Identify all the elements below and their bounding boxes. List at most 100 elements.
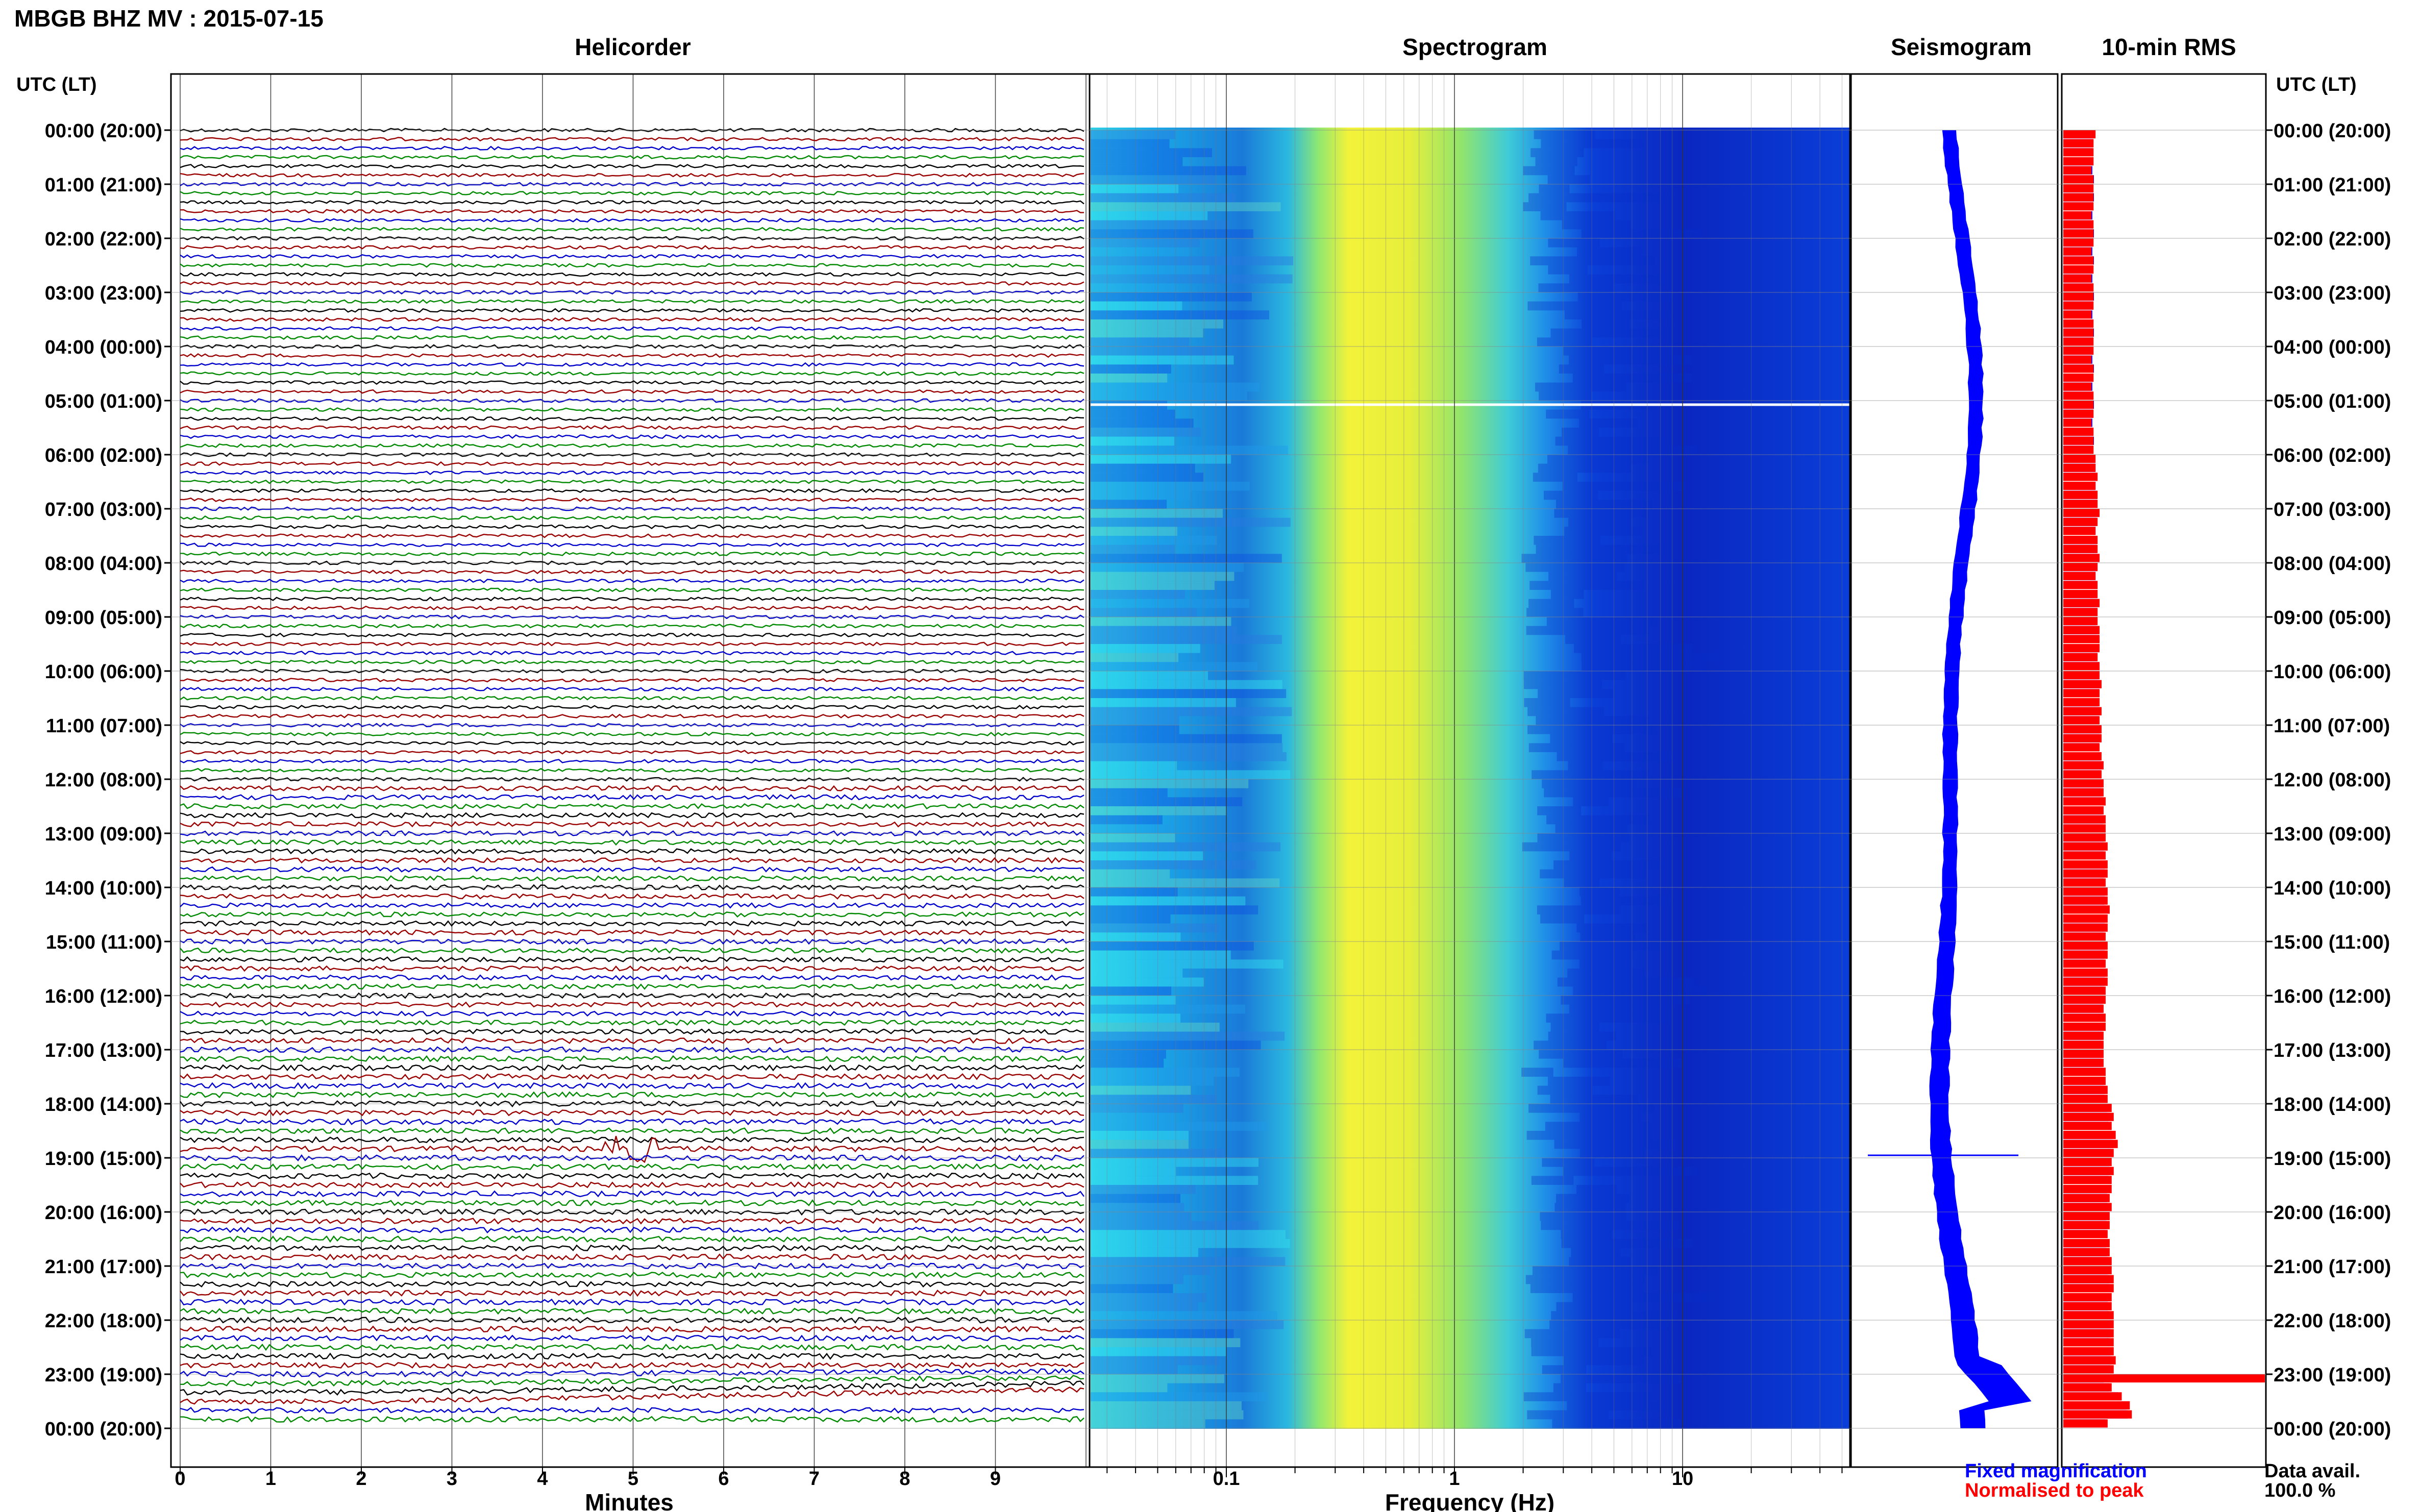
helicorder-trace <box>180 911 1084 918</box>
spectrogram-stripe <box>1091 1230 1286 1239</box>
rms-bar-normalised <box>2063 1077 2106 1085</box>
helicorder-trace <box>180 533 1084 538</box>
helicorder-trace <box>180 1244 1084 1252</box>
spectrogram-stripe <box>1091 247 1189 257</box>
spectrogram-stripe <box>1581 896 1671 906</box>
helicorder-trace <box>180 1037 1084 1044</box>
helicorder-trace <box>180 362 1084 367</box>
rms-bar-normalised <box>2063 1050 2104 1058</box>
rms-bar-normalised <box>2063 626 2100 634</box>
spectrogram-stripe <box>1532 1266 1658 1275</box>
spectrogram-stripe <box>1091 1212 1192 1221</box>
spectrogram-stripe <box>1091 986 1172 996</box>
spectrogram-stripe <box>1554 1203 1625 1212</box>
rms-bar-normalised <box>2063 418 2092 427</box>
helicorder-trace <box>180 1172 1084 1180</box>
helicorder-trace <box>180 1406 1084 1414</box>
time-label-right: 00:00 (20:00) <box>2274 120 2391 142</box>
spectrogram-stripe <box>1535 382 1626 392</box>
spectrogram-stripe <box>1091 608 1197 617</box>
spectrogram-stripe <box>1525 563 1624 572</box>
rms-bar-normalised <box>2063 1122 2112 1130</box>
spectrogram-stripe <box>1536 716 1649 725</box>
spectrogram-stripe <box>1556 1302 1634 1311</box>
spectrogram-stripe <box>1091 527 1177 536</box>
spectrogram-stripe <box>1565 635 1621 644</box>
time-label-right: 22:00 (18:00) <box>2274 1310 2391 1332</box>
time-label-right: 21:00 (17:00) <box>2274 1256 2391 1278</box>
rms-bar-normalised <box>2063 536 2098 544</box>
spectrogram-stripe <box>1541 1221 1679 1230</box>
spectrogram-stripe <box>1091 1058 1164 1068</box>
minute-tick-label: 3 <box>447 1468 457 1490</box>
spectrogram-stripe <box>1551 1311 1677 1320</box>
helicorder-trace <box>180 1181 1084 1188</box>
rms-bar-normalised <box>2063 707 2102 715</box>
helicorder-trace <box>180 723 1084 728</box>
spectrogram-stripe <box>1546 409 1590 419</box>
helicorder-trace <box>180 812 1084 819</box>
helicorder-trace <box>180 983 1084 990</box>
helicorder-trace <box>180 137 1084 142</box>
spectrogram-stripe <box>1091 130 1175 139</box>
time-label-left: 18:00 (14:00) <box>45 1094 162 1116</box>
rms-bar-normalised <box>2063 220 2094 229</box>
spectrogram-stripe <box>1548 265 1588 275</box>
helicorder-trace <box>180 263 1084 268</box>
time-label-right: 14:00 (10:00) <box>2274 878 2391 899</box>
helicorder-trace <box>180 632 1084 637</box>
spectrogram-stripe <box>1091 193 1236 203</box>
rms-bar-normalised <box>2063 770 2102 779</box>
rms-bar-normalised <box>2063 256 2094 265</box>
spectrogram-stripe <box>1569 1004 1670 1014</box>
rms-bar-normalised <box>2063 680 2102 688</box>
spectrogram-stripe <box>1091 1104 1183 1113</box>
helicorder-trace <box>180 227 1084 232</box>
rms-bar-normalised <box>2063 1212 2110 1221</box>
spectrogram-stripe <box>1543 490 1598 500</box>
rms-bar-normalised <box>2063 1058 2104 1067</box>
spectrogram-stripe <box>1091 391 1247 401</box>
time-label-left: 04:00 (00:00) <box>45 337 162 358</box>
helicorder-trace <box>180 524 1084 529</box>
time-label-left: 07:00 (03:00) <box>45 499 162 520</box>
spectrogram-stripe <box>1091 256 1294 265</box>
helicorder-trace <box>180 218 1084 223</box>
helicorder-trace <box>180 1361 1084 1369</box>
rms-bar-normalised <box>2063 1275 2114 1283</box>
spectrogram-stripe <box>1579 1112 1641 1122</box>
spectrogram-stripe <box>1091 869 1170 879</box>
seismogram-title: Seismogram <box>1891 34 2032 60</box>
rms-bar-normalised <box>2063 274 2092 283</box>
helicorder-trace <box>180 1280 1084 1288</box>
spectrogram-stripe <box>1550 734 1613 743</box>
spectrogram-stripe <box>1562 482 1686 491</box>
helicorder-trace <box>180 1253 1084 1261</box>
spectrogram-stripe <box>1091 238 1200 247</box>
rms-bar-normalised <box>2063 130 2096 139</box>
spectrogram-stripe <box>1531 1338 1599 1347</box>
rms-bar-normalised <box>2063 1194 2110 1202</box>
rms-bar-normalised <box>2063 842 2108 851</box>
helicorder-trace <box>180 344 1084 349</box>
spectrogram-stripe <box>1561 1374 1681 1383</box>
helicorder-trace <box>180 1375 1084 1387</box>
rms-bar-normalised <box>2063 1374 2265 1383</box>
helicorder-trace <box>180 1262 1084 1270</box>
spectrogram-stripe <box>1091 455 1231 464</box>
spectrogram-stripe <box>1569 851 1612 860</box>
rms-bar-normalised <box>2063 914 2108 923</box>
rms-bar-normalised <box>2063 671 2100 680</box>
rms-bar-normalised <box>2063 1221 2110 1229</box>
spectrogram-stripe <box>1091 842 1281 852</box>
rms-bar-normalised <box>2063 157 2094 166</box>
spectrogram-stripe <box>1564 310 1671 319</box>
spectrogram-stripe <box>1091 896 1246 906</box>
spectrogram-stripe <box>1091 761 1177 771</box>
helicorder-trace <box>180 668 1084 674</box>
rms-bar-normalised <box>2063 1356 2116 1365</box>
spectrogram-stripe <box>1091 337 1190 346</box>
spectrogram-stripe <box>1091 878 1280 887</box>
spectrogram-stripe <box>1091 1185 1196 1194</box>
time-label-right: 10:00 (06:00) <box>2274 661 2391 683</box>
